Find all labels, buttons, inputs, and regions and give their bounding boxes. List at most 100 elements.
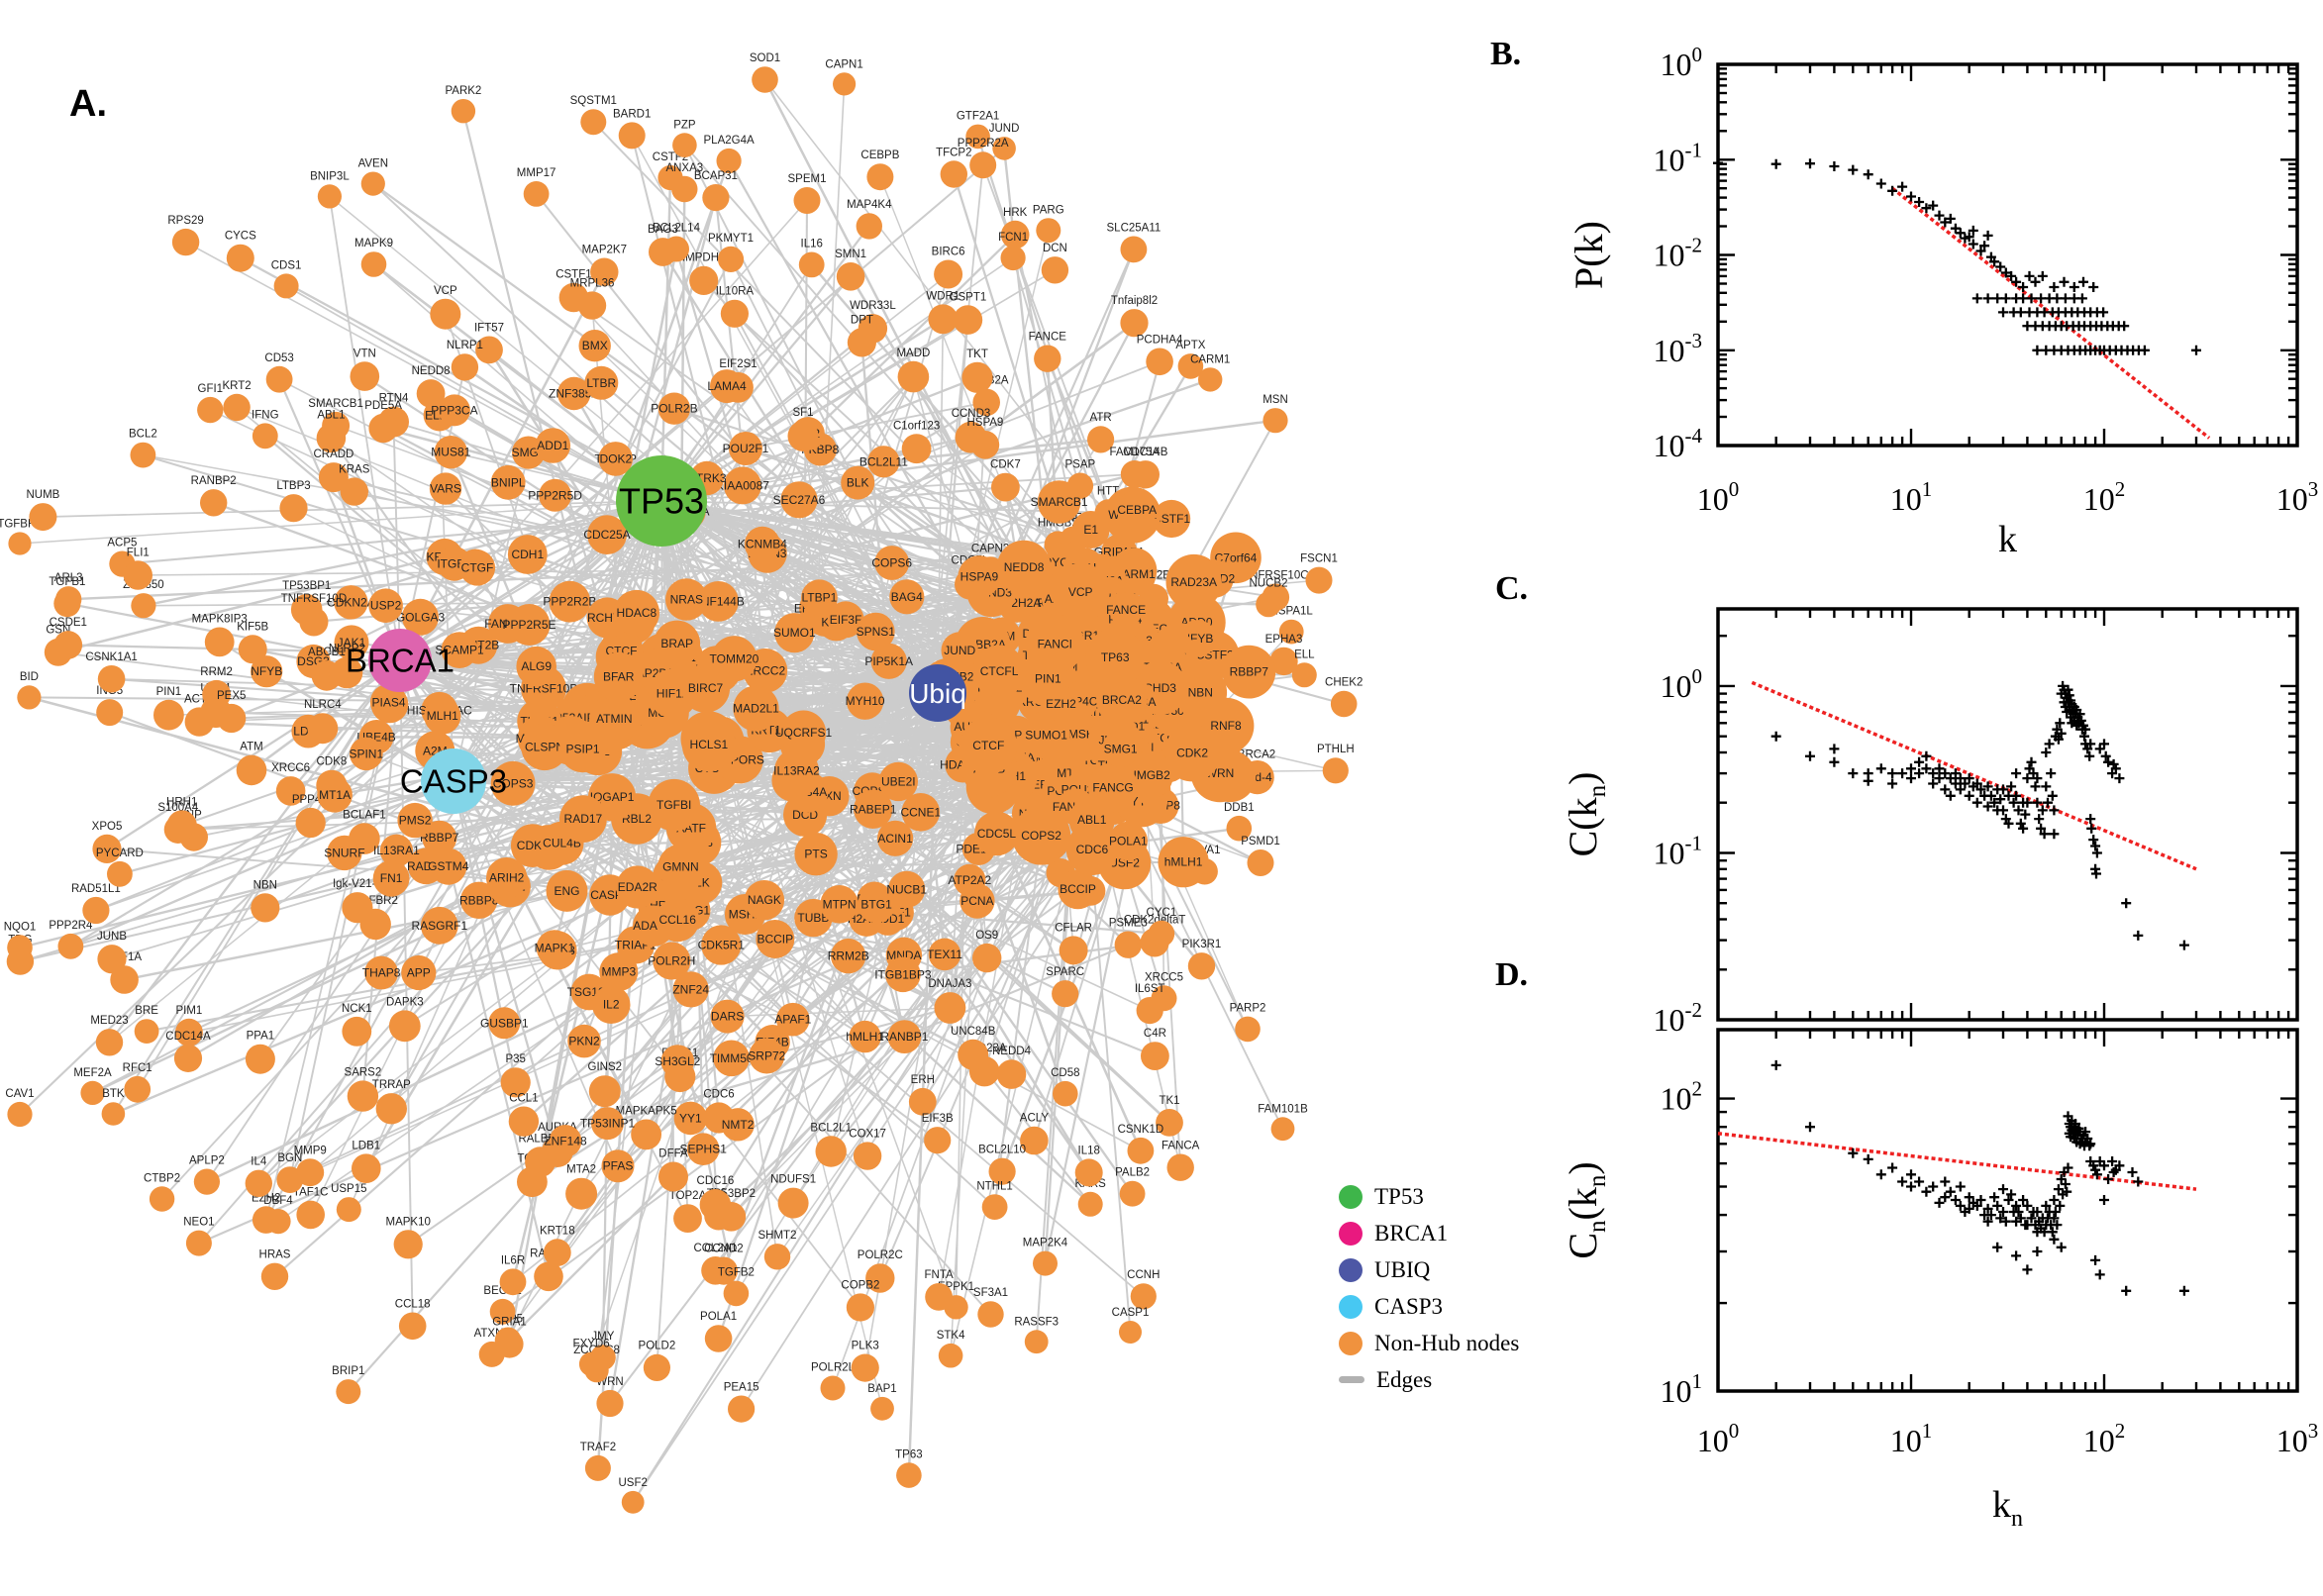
gene-label: PTS [804, 848, 827, 861]
gene-label: UNC84B [951, 1026, 996, 1038]
data-point [2034, 814, 2045, 825]
x-axis-label: kn​ [1992, 1484, 2023, 1532]
data-point [2103, 756, 2114, 767]
gene-label: SUMO1 [1025, 728, 1067, 742]
legend-label: TP53 [1374, 1183, 1424, 1209]
gene-node [490, 760, 536, 806]
gene-label: BMX [582, 339, 608, 352]
data-point [1906, 763, 1916, 774]
legend-label: UBIQ [1374, 1256, 1431, 1282]
gene-label: RTN4 [379, 393, 409, 405]
data-point [1982, 781, 1993, 792]
gene-label: CRADD [313, 449, 354, 460]
gene-node [756, 920, 795, 958]
gene-node [704, 1325, 733, 1352]
gene-label: FANCE [1106, 603, 1146, 617]
gene-label: CCNE1 [900, 805, 941, 819]
gene-node [827, 601, 864, 639]
gene-node [1108, 821, 1149, 861]
gene-label: JUND [989, 123, 1020, 135]
gene-node [928, 938, 961, 971]
gene-label: NMT2 [722, 1118, 755, 1132]
network-edge [714, 766, 994, 789]
gene-node [430, 298, 461, 330]
gene-label: IFNG [252, 410, 279, 422]
data-point [2069, 282, 2079, 292]
gene-label: EZH2 [1046, 697, 1076, 711]
gene-node [97, 665, 126, 693]
data-point [1914, 1176, 1925, 1187]
gene-node [401, 954, 437, 991]
gene-node [865, 1263, 895, 1293]
network-edge [607, 1035, 905, 1125]
data-point [2028, 768, 2039, 779]
gene-node [1247, 849, 1274, 876]
gene-label: STK4 [937, 1330, 965, 1342]
gene-label: NAGK [748, 893, 781, 907]
gene-label: TIMM50 [710, 1051, 754, 1065]
gene-label: DCN [1043, 243, 1067, 254]
gene-node [82, 896, 110, 925]
gene-node [1068, 797, 1115, 844]
gene-node [441, 632, 478, 668]
gene-node [1074, 1158, 1103, 1187]
data-point [1770, 731, 1781, 742]
data-point [2056, 728, 2067, 739]
gene-node [17, 685, 42, 710]
gene-node [226, 244, 254, 272]
gene-label: C4R [1144, 1028, 1166, 1040]
gene-node [723, 466, 761, 505]
gene-label: FAM101B [1258, 1103, 1308, 1115]
data-point [1875, 1169, 1886, 1180]
gene-node [1109, 592, 1144, 627]
gene-label: ELL [1294, 648, 1315, 660]
gene-label: SMN1 [835, 249, 866, 260]
gene-label: MADD [896, 348, 930, 359]
gene-node [928, 304, 959, 335]
hub-label-brca1: BRCA1 [346, 643, 454, 679]
gene-label: RBL2 [622, 812, 652, 826]
data-point [1770, 158, 1781, 169]
gene-label: IL13RA2 [773, 763, 820, 777]
gene-label: FANCA [1162, 1141, 1200, 1152]
data-point [2000, 267, 2011, 278]
gene-node [402, 598, 439, 636]
gene-node [295, 807, 326, 839]
gene-node [701, 1256, 730, 1285]
hub-label-tp53: TP53 [619, 481, 704, 522]
data-point [2133, 1176, 2144, 1187]
gene-node [801, 579, 838, 617]
gene-node [729, 432, 762, 465]
network-edge [810, 263, 1069, 563]
gene-node [584, 1454, 611, 1481]
gene-node [1235, 1016, 1261, 1043]
gene-label: DPT [851, 314, 873, 326]
gene-label: PLK3 [852, 1341, 879, 1352]
gene-label: LTBR [586, 376, 616, 390]
data-point [2015, 818, 2026, 829]
gene-node [558, 726, 607, 773]
gene-label: CDC6 [703, 1088, 734, 1100]
gene-node [589, 693, 640, 745]
data-point [2049, 282, 2060, 292]
network-edge [741, 485, 804, 745]
data-point [2063, 684, 2073, 695]
data-point [1985, 790, 1996, 801]
gene-label: XRCC6 [271, 762, 310, 774]
gene-label: IFT57 [474, 323, 504, 335]
gene-node [171, 228, 200, 256]
gene-label: LTBP1 [802, 591, 838, 605]
gene-node [618, 122, 646, 150]
gene-node [940, 160, 967, 188]
gene-node [1222, 645, 1276, 699]
gene-node [711, 636, 758, 682]
data-point [1955, 1200, 1966, 1211]
gene-label: PIN1 [156, 686, 182, 698]
data-point [2011, 1200, 2022, 1211]
data-point [2030, 276, 2041, 287]
gene-label: MED23 [90, 1015, 128, 1027]
gene-label: RNF8 [1210, 719, 1242, 733]
gene-label: SPEM1 [788, 173, 827, 185]
gene-label: POLA1 [1109, 835, 1148, 848]
hub-label-ubiq: Ubiq [909, 678, 966, 709]
